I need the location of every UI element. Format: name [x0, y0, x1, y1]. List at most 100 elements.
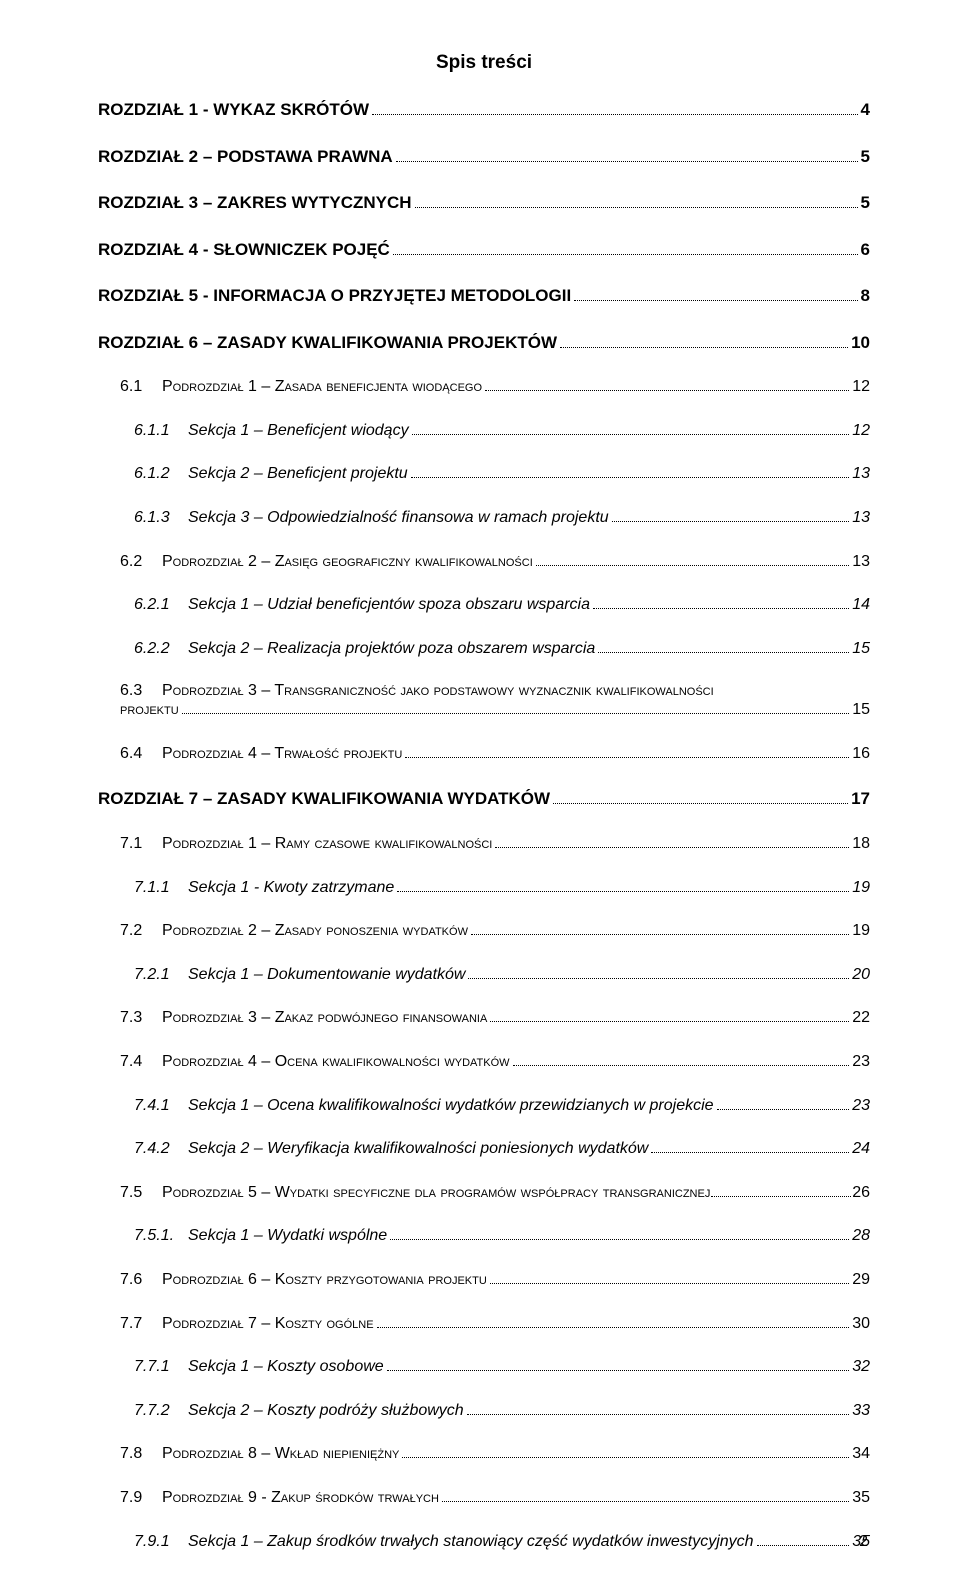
toc-entry-page: 35 — [852, 1489, 870, 1507]
leader-dots — [468, 964, 849, 979]
toc-entry-page: 5 — [861, 147, 870, 167]
toc-entry-page: 23 — [852, 1097, 870, 1115]
toc-entry: 7.4Podrozdział 4 – Ocena kwalifikowalnoś… — [120, 1051, 870, 1071]
toc-entry: 6.4Podrozdział 4 – Trwałość projektu16 — [120, 743, 870, 763]
toc-entry: ROZDZIAŁ 2 – PODSTAWA PRAWNA 5 — [98, 146, 870, 166]
leader-dots — [717, 1095, 850, 1110]
toc-entry-label: Sekcja 2 – Realizacja projektów poza obs… — [188, 640, 595, 658]
toc-entry: ROZDZIAŁ 3 – ZAKRES WYTYCZNYCH5 — [98, 193, 870, 213]
leader-dots — [612, 507, 850, 522]
toc-entry-label: Podrozdział 5 – Wydatki specyficzne dla … — [162, 1184, 710, 1202]
toc-entry-page: 15 — [852, 701, 870, 719]
leader-dots — [711, 1182, 851, 1197]
toc-entry: ROZDZIAŁ 1 - WYKAZ SKRÓTÓW4 — [98, 100, 870, 120]
toc-entry: ROZDZIAŁ 7 – ZASADY KWALIFIKOWANIA WYDAT… — [98, 789, 870, 809]
toc-entry-label: ROZDZIAŁ 1 - WYKAZ SKRÓTÓW — [98, 100, 369, 120]
toc-entry-page: 29 — [852, 1271, 870, 1289]
leader-dots — [396, 146, 858, 161]
toc-entry-label: ROZDZIAŁ 5 - INFORMACJA O PRZYJĘTEJ METO… — [98, 286, 571, 306]
leader-dots — [411, 464, 850, 479]
toc-entry-label: ROZDZIAŁ 7 – ZASADY KWALIFIKOWANIA WYDAT… — [98, 789, 550, 809]
toc-entry-num: 7.2.1 — [134, 966, 188, 984]
toc-entry-page: 34 — [852, 1445, 870, 1463]
toc-entry-num: 7.7.1 — [134, 1358, 188, 1376]
toc-entry-label: ROZDZIAŁ 4 - SŁOWNICZEK POJĘĆ — [98, 240, 390, 260]
toc-entry-page: 13 — [852, 465, 870, 483]
toc-entry-label: Podrozdział 3 – Transgraniczność jako po… — [162, 682, 714, 699]
toc-entry-num: 7.1 — [120, 835, 162, 853]
leader-dots — [415, 193, 858, 208]
toc-entry-page: 33 — [852, 1402, 870, 1420]
toc-entry-label: Podrozdział 9 - Zakup środków trwałych — [162, 1489, 439, 1507]
leader-dots — [574, 286, 857, 301]
toc-entry-page: 28 — [852, 1227, 870, 1245]
toc-entry: 7.2Podrozdział 2 – Zasady ponoszenia wyd… — [120, 921, 870, 941]
toc-entry: 7.4.2Sekcja 2 – Weryfikacja kwalifikowal… — [134, 1139, 870, 1159]
leader-dots — [598, 638, 849, 653]
leader-dots — [397, 877, 849, 892]
leader-dots — [377, 1313, 850, 1328]
leader-dots — [536, 551, 849, 566]
toc-entry: 6.1.3Sekcja 3 – Odpowiedzialność finanso… — [134, 507, 870, 527]
toc-entry-page: 12 — [852, 378, 870, 396]
leader-dots — [387, 1357, 850, 1372]
leader-dots — [593, 595, 849, 610]
toc-entry-num: 6.1.3 — [134, 509, 188, 527]
toc-entry-page: 5 — [861, 193, 870, 213]
toc-entry-label: Sekcja 1 – Udział beneficjentów spoza ob… — [188, 596, 590, 614]
toc-entry-page: 23 — [852, 1053, 870, 1071]
toc-entry-page: 19 — [852, 879, 870, 897]
toc-entry-num: 7.7.2 — [134, 1402, 188, 1420]
toc-entry-page: 6 — [861, 240, 870, 260]
toc-entry-label: projektu — [120, 701, 179, 719]
toc-entry: 6.1Podrozdział 1 – Zasada beneficjenta w… — [120, 377, 870, 397]
leader-dots — [757, 1531, 850, 1546]
toc-entry: 7.9.1Sekcja 1 – Zakup środków trwałych s… — [134, 1531, 870, 1551]
toc-entry-label: Sekcja 1 – Wydatki wspólne — [188, 1227, 387, 1245]
toc-entry-num: 6.2 — [120, 553, 162, 571]
toc-entry-page: 20 — [852, 966, 870, 984]
toc-entry-label: Sekcja 1 – Ocena kwalifikowalności wydat… — [188, 1097, 714, 1115]
toc-entry-label: ROZDZIAŁ 6 – ZASADY KWALIFIKOWANIA PROJE… — [98, 333, 557, 353]
toc-entry-label: Podrozdział 2 – Zasięg geograficzny kwal… — [162, 553, 533, 571]
toc-entry-label: ROZDZIAŁ 2 – PODSTAWA PRAWNA — [98, 147, 393, 167]
toc-entry-label: Podrozdział 6 – Koszty przygotowania pro… — [162, 1271, 487, 1289]
toc-entry-num: 6.4 — [120, 745, 162, 763]
toc-entry-num: 6.1.2 — [134, 465, 188, 483]
toc-entry-label: Podrozdział 3 – Zakaz podwójnego finanso… — [162, 1009, 487, 1027]
page: Spis treści ROZDZIAŁ 1 - WYKAZ SKRÓTÓW4R… — [0, 0, 960, 1591]
toc-entry-label: Podrozdział 2 – Zasady ponoszenia wydatk… — [162, 922, 468, 940]
toc-entry-label: Sekcja 1 – Koszty osobowe — [188, 1358, 384, 1376]
toc-entry: 7.6Podrozdział 6 – Koszty przygotowania … — [120, 1269, 870, 1289]
toc-entry: 7.4.1Sekcja 1 – Ocena kwalifikowalności … — [134, 1095, 870, 1115]
toc-entry: 7.7Podrozdział 7 – Koszty ogólne30 — [120, 1313, 870, 1333]
toc-entry-page: 15 — [852, 640, 870, 658]
toc-entry-page: 19 — [852, 922, 870, 940]
leader-dots — [485, 377, 849, 392]
toc-entry-num: 6.1 — [120, 378, 162, 396]
toc-entry: 7.9Podrozdział 9 - Zakup środków trwałyc… — [120, 1487, 870, 1507]
toc-entry: 7.3Podrozdział 3 – Zakaz podwójnego fina… — [120, 1008, 870, 1028]
leader-dots — [490, 1269, 849, 1284]
toc-entry-label: Sekcja 2 – Beneficjent projektu — [188, 465, 408, 483]
toc-entry-num: 7.8 — [120, 1445, 162, 1463]
toc-entry-label: Podrozdział 7 – Koszty ogólne — [162, 1315, 374, 1333]
toc-entry: 6.2.2Sekcja 2 – Realizacja projektów poz… — [134, 638, 870, 658]
toc-entry: 7.7.1Sekcja 1 – Koszty osobowe32 — [134, 1357, 870, 1377]
toc-entry: 7.7.2Sekcja 2 – Koszty podróży służbowyc… — [134, 1400, 870, 1420]
toc-entry-label: Sekcja 1 – Dokumentowanie wydatków — [188, 966, 465, 984]
toc-entry-num: 7.9.1 — [134, 1533, 188, 1551]
leader-dots — [553, 789, 848, 804]
toc-entry-page: 24 — [852, 1140, 870, 1158]
toc-entry-num: 6.3 — [120, 682, 162, 700]
toc-entry-page: 10 — [851, 333, 870, 353]
toc-entry-num: 7.6 — [120, 1271, 162, 1289]
toc-entry-page: 13 — [852, 509, 870, 527]
toc-entry: 7.5.1.Sekcja 1 – Wydatki wspólne28 — [134, 1226, 870, 1246]
toc-entry: 7.1.1Sekcja 1 - Kwoty zatrzymane19 — [134, 877, 870, 897]
toc-entry-page: 13 — [852, 553, 870, 571]
leader-dots — [560, 332, 848, 347]
toc-entry-label: Sekcja 1 - Kwoty zatrzymane — [188, 879, 394, 897]
leader-dots — [393, 239, 858, 254]
toc-entry-label: Podrozdział 8 – Wkład niepieniężny — [162, 1445, 399, 1463]
